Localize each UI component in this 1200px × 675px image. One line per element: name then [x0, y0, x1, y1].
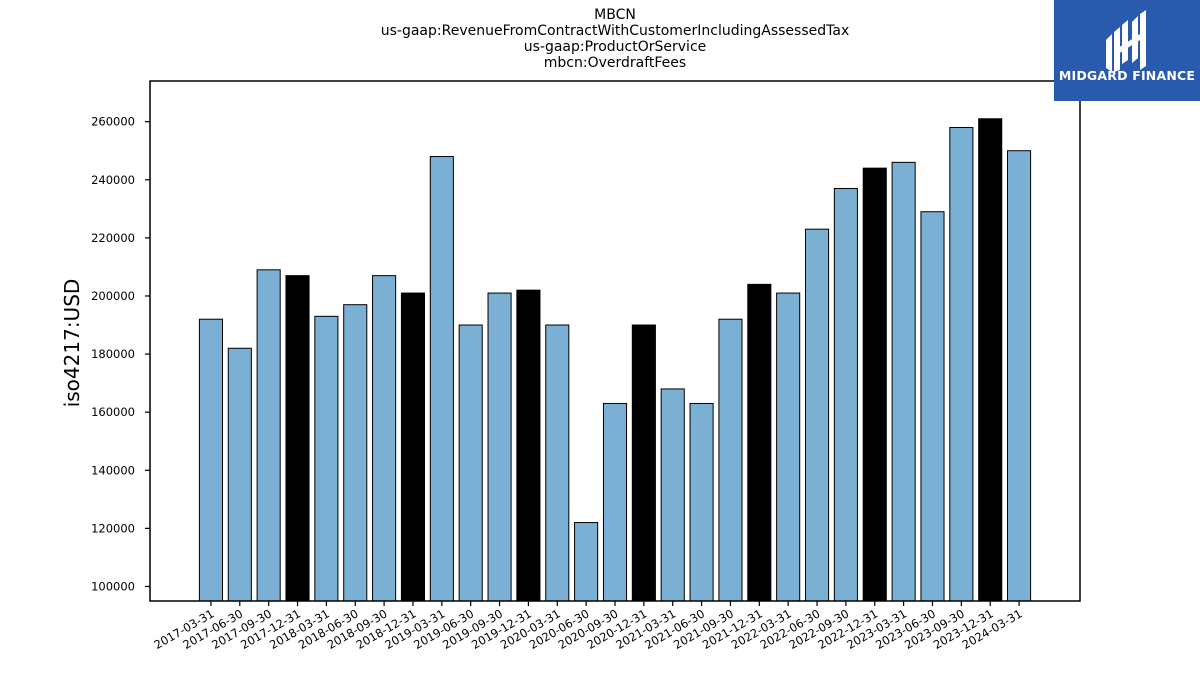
bar-2019-09-30: [487, 292, 512, 602]
bar-2022-03-31: [776, 292, 801, 602]
chart-title-line-4: mbcn:OverdraftFees: [543, 55, 687, 71]
bar-2018-03-31: [314, 315, 339, 602]
bar-2018-12-31: [400, 292, 426, 602]
y-axis-label: iso4217:USD: [60, 279, 84, 408]
bar-2021-03-31: [660, 388, 685, 602]
y-tick-label: 240000: [91, 173, 135, 187]
bar-2021-06-30: [689, 402, 714, 602]
bars-layer: [198, 118, 1032, 602]
chart-title-line-1: MBCN: [594, 7, 636, 23]
bar-2021-09-30: [718, 318, 743, 602]
y-tick-label: 220000: [91, 231, 135, 245]
bar-2021-12-31: [747, 283, 772, 602]
bar-2023-03-31: [891, 161, 916, 602]
bar-2019-12-31: [516, 289, 541, 602]
bar-2023-06-30: [920, 211, 945, 602]
bar-2018-09-30: [372, 275, 397, 602]
bar-2020-09-30: [602, 402, 628, 602]
y-tick-label: 140000: [91, 463, 135, 477]
logo-wordmark: MIDGARD FINANCE: [1058, 68, 1196, 83]
midgard-finance-logo: MIDGARD FINANCE: [1054, 0, 1200, 101]
chart-title-line-2: us-gaap:RevenueFromContractWithCustomerI…: [380, 23, 850, 39]
bar-2017-09-30: [256, 269, 281, 602]
bar-2022-09-30: [833, 187, 858, 602]
bar-2024-03-31: [1007, 150, 1032, 602]
midgard-logo-mark-icon: [1106, 10, 1146, 72]
chart-title-line-3: us-gaap:ProductOrService: [523, 39, 707, 55]
y-tick-label: 180000: [91, 347, 135, 361]
axes-layer: 100000 120000 140000 160000 180000 200000 2200…: [91, 80, 1081, 652]
y-tick-label: 160000: [91, 405, 135, 419]
bar-2023-09-30: [949, 126, 974, 602]
bar-2020-03-31: [545, 324, 570, 602]
bar-2020-06-30: [574, 522, 599, 602]
bar-2020-12-31: [631, 324, 656, 602]
y-tick-label: 200000: [91, 289, 135, 303]
bar-2023-12-31: [978, 118, 1003, 602]
y-tick-label: 100000: [91, 579, 135, 593]
bar-2022-06-30: [804, 228, 830, 602]
bar-2017-03-31: [198, 318, 223, 602]
bar-2017-12-31: [285, 275, 310, 602]
bar-2022-12-31: [862, 167, 887, 602]
y-tick-label: 120000: [91, 521, 135, 535]
bar-2019-03-31: [429, 156, 454, 602]
bar-2018-06-30: [343, 304, 368, 602]
bar-2019-06-30: [458, 324, 483, 602]
bar-2017-06-30: [227, 347, 252, 602]
y-tick-label: 260000: [91, 115, 135, 129]
